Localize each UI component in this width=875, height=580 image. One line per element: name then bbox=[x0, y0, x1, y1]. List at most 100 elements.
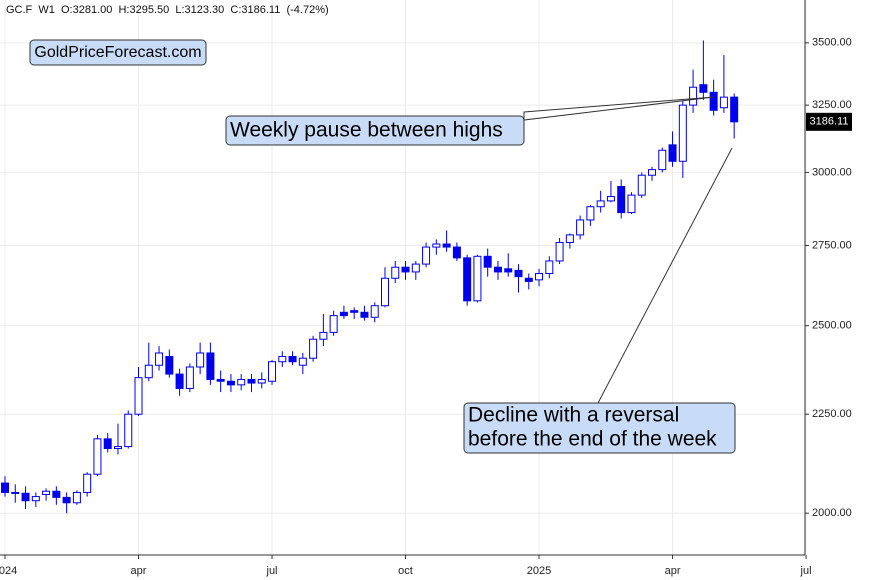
candle-body bbox=[42, 490, 51, 496]
x-tick-label: jul bbox=[800, 565, 812, 577]
candle-body bbox=[329, 315, 338, 333]
axes: 2000.00 2250.00 2500.00 2750.00 3000.00 3250.… bbox=[0, 37, 852, 577]
x-tick-label: apr bbox=[665, 565, 681, 577]
candle-body bbox=[689, 86, 698, 106]
candle-body bbox=[627, 194, 636, 214]
last-price: 3186.11 bbox=[806, 112, 852, 131]
y-tick-label: 2500.00 bbox=[812, 320, 852, 332]
candle-body bbox=[658, 149, 667, 171]
candle-body bbox=[31, 496, 40, 502]
candle-body bbox=[709, 91, 718, 111]
candle-body bbox=[93, 438, 102, 475]
candle-body bbox=[391, 266, 400, 279]
candle-body bbox=[216, 378, 225, 382]
candle-body bbox=[596, 200, 605, 208]
candle-body bbox=[483, 255, 492, 268]
candle-body bbox=[442, 243, 451, 248]
candle-body bbox=[319, 331, 328, 340]
candle-body bbox=[370, 305, 379, 318]
candle-body bbox=[83, 473, 92, 493]
y-tick-label: 2250.00 bbox=[812, 408, 852, 420]
candle-body bbox=[576, 219, 585, 236]
annotation: Decline with a reversal bbox=[468, 404, 679, 427]
candle-body bbox=[350, 310, 359, 313]
candle-body bbox=[668, 144, 677, 162]
candle-body bbox=[719, 96, 728, 109]
y-tick-label: 2000.00 bbox=[812, 507, 852, 519]
candle-body bbox=[196, 352, 205, 368]
candle-body bbox=[422, 246, 431, 265]
candle-body bbox=[452, 246, 461, 259]
candle-body bbox=[52, 490, 61, 498]
candles bbox=[1, 40, 739, 514]
candle-body bbox=[247, 378, 256, 384]
candle-body bbox=[535, 273, 544, 281]
last-price-tag bbox=[806, 112, 852, 131]
candle-body bbox=[473, 255, 482, 302]
candle-body bbox=[360, 311, 369, 318]
logo-box bbox=[29, 39, 207, 66]
logo: GoldPriceForecast.com bbox=[34, 44, 201, 61]
candle-body bbox=[606, 196, 615, 202]
callout-box bbox=[225, 115, 525, 146]
candle-body bbox=[185, 366, 194, 389]
candle-body bbox=[237, 378, 246, 386]
candle-body bbox=[268, 361, 277, 382]
candle-body bbox=[62, 496, 71, 504]
candle-body bbox=[565, 234, 574, 243]
x-tick-label: apr bbox=[131, 565, 147, 577]
x-tick-label: jul bbox=[266, 565, 278, 577]
candle-body bbox=[463, 257, 472, 302]
candle-body bbox=[545, 260, 554, 275]
candle-body bbox=[617, 186, 626, 214]
candle-body bbox=[648, 169, 657, 176]
candle-body bbox=[155, 352, 164, 366]
candle-body bbox=[555, 241, 564, 262]
callout-box bbox=[463, 402, 736, 454]
candle-body bbox=[493, 266, 502, 273]
candle-body bbox=[11, 491, 20, 494]
candle-body bbox=[226, 380, 235, 386]
last-price-label: 3186.11 bbox=[810, 116, 849, 128]
candle-body bbox=[504, 268, 513, 273]
candle-body bbox=[206, 352, 215, 380]
candle-body bbox=[678, 104, 687, 162]
pointer bbox=[523, 96, 715, 121]
candle-body bbox=[401, 266, 410, 273]
candle-body bbox=[21, 492, 30, 502]
candle-body bbox=[278, 355, 287, 363]
y-tick-label: 3000.00 bbox=[812, 166, 852, 178]
candle-body bbox=[1, 482, 9, 493]
candle-body bbox=[309, 338, 318, 359]
candle-body bbox=[524, 277, 533, 282]
candle-body bbox=[586, 206, 595, 221]
candle-body bbox=[124, 413, 133, 448]
candle-body bbox=[339, 311, 348, 317]
candle-body bbox=[144, 364, 153, 379]
candle-body bbox=[72, 491, 81, 504]
x-tick-label: 2025 bbox=[527, 565, 551, 577]
candle-body bbox=[380, 277, 389, 307]
y-tick-label: 3500.00 bbox=[812, 37, 852, 49]
candle-body bbox=[134, 377, 143, 415]
candle-body bbox=[432, 243, 441, 248]
candle-body bbox=[288, 355, 297, 363]
y-tick-label: 3250.00 bbox=[812, 99, 852, 111]
candle-body bbox=[175, 373, 184, 389]
candle-body bbox=[113, 446, 122, 450]
annotation: Weekly pause between highs bbox=[230, 119, 503, 142]
candle-body bbox=[699, 84, 708, 93]
candle-body bbox=[514, 269, 523, 278]
grid bbox=[0, 0, 807, 555]
pointer bbox=[597, 147, 733, 404]
y-tick-label: 2750.00 bbox=[812, 239, 852, 251]
x-tick-label: 2024 bbox=[0, 565, 17, 577]
candle-body bbox=[103, 438, 112, 450]
candle-body bbox=[411, 263, 420, 273]
candle-body bbox=[257, 378, 266, 384]
candle-body bbox=[637, 174, 646, 196]
header: GC.F W1 O:3281.00 H:3295.50 L:3123.30 C:… bbox=[6, 4, 329, 16]
candle-body bbox=[730, 96, 739, 123]
